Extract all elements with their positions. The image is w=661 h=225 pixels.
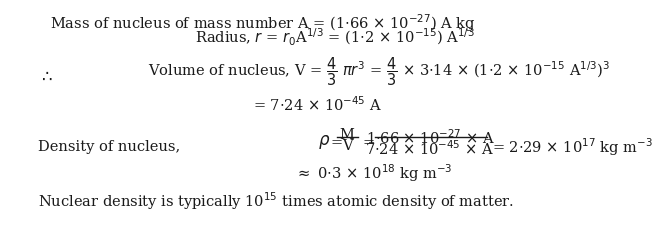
Text: M: M [340, 128, 354, 142]
Text: Density of nucleus,: Density of nucleus, [38, 140, 180, 154]
Text: Volume of nucleus, V = $\dfrac{4}{3}$ $\pi r^3$ = $\dfrac{4}{3}$ $\times$ 3$\cdo: Volume of nucleus, V = $\dfrac{4}{3}$ $\… [148, 55, 610, 88]
Text: = 7$\cdot$24 $\times$ 10$^{-45}$ A: = 7$\cdot$24 $\times$ 10$^{-45}$ A [253, 95, 382, 114]
Text: Radius, $r$ = $r_0$A$^{1/3}$ = (1$\cdot$2 $\times$ 10$^{-15}$) A$^{1/3}$: Radius, $r$ = $r_0$A$^{1/3}$ = (1$\cdot$… [195, 27, 475, 48]
Text: $\approx$ 0$\cdot$3 $\times$ 10$^{18}$ kg m$^{-3}$: $\approx$ 0$\cdot$3 $\times$ 10$^{18}$ k… [295, 162, 452, 184]
Text: Nuclear density is typically 10$^{15}$ times atomic density of matter.: Nuclear density is typically 10$^{15}$ t… [38, 190, 514, 212]
Text: 7$\cdot$24 $\times$ 10$^{-45}$ $\times$ A: 7$\cdot$24 $\times$ 10$^{-45}$ $\times$ … [366, 139, 494, 158]
Text: 1$\cdot$66 $\times$ 10$^{-27}$ $\times$ A: 1$\cdot$66 $\times$ 10$^{-27}$ $\times$ … [366, 128, 494, 147]
Text: V: V [342, 139, 352, 153]
Text: =: = [363, 136, 375, 150]
Text: $\therefore$: $\therefore$ [38, 68, 53, 85]
Text: =: = [330, 136, 342, 150]
Text: Mass of nucleus of mass number A = (1$\cdot$66 $\times$ 10$^{-27}$) A kg: Mass of nucleus of mass number A = (1$\c… [50, 12, 475, 34]
Text: $\rho$: $\rho$ [318, 133, 330, 151]
Text: = 2$\cdot$29 $\times$ 10$^{17}$ kg m$^{-3}$: = 2$\cdot$29 $\times$ 10$^{17}$ kg m$^{-… [492, 136, 653, 158]
